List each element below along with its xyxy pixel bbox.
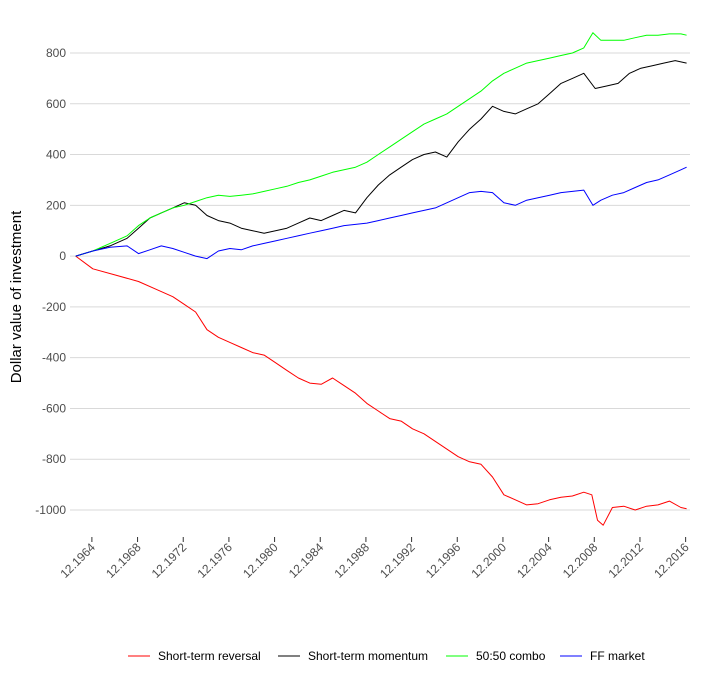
series-lines [75,32,687,526]
x-tick-label: 12.2008 [560,540,601,581]
x-tick-label: 12.1988 [331,540,372,581]
x-tick-label: 12.1976 [194,540,235,581]
y-tick-label: -400 [42,351,66,365]
x-tick-label: 12.2004 [514,540,555,581]
series-line-short-term-momentum [75,60,687,257]
legend-label: Short-term momentum [308,649,428,663]
x-tick-label: 12.2000 [468,540,509,581]
y-tick-label: 600 [46,97,66,111]
y-tick-label: 400 [46,148,66,162]
y-tick-label: 200 [46,198,66,212]
y-tick-label: -600 [42,401,66,415]
y-axis-tick-labels: 800 600 400 200 0 -200 -400 -600 -800 -1000 [35,46,66,517]
legend-label: FF market [590,649,645,663]
legend-label: 50:50 combo [476,649,546,663]
x-tick-label: 12.1984 [286,540,327,581]
y-tick-label: -1000 [35,503,66,517]
y-tick-label: 0 [59,249,66,263]
series-line-50-50-combo [75,32,687,257]
x-tick-label: 12.1968 [103,540,144,581]
x-tick-label: 12.1996 [423,540,464,581]
legend-label: Short-term reversal [158,649,261,663]
x-tick-label: 12.2012 [605,540,646,581]
y-axis-title: Dollar value of investment [8,210,25,383]
x-axis-ticks: 12.1964 12.1968 12.1972 12.1976 12.1980 12.19… [57,537,692,581]
gridlines [70,52,690,511]
x-tick-label: 12.1964 [57,540,98,581]
x-tick-label: 12.2016 [651,540,692,581]
x-tick-label: 12.1992 [377,540,418,581]
y-tick-label: 800 [46,46,66,60]
legend: Short-term reversal Short-term momentum 50… [128,649,645,663]
y-tick-label: -800 [42,452,66,466]
series-line-ff-market [75,166,687,260]
series-line-short-term-reversal [75,255,687,526]
x-tick-label: 12.1972 [149,540,190,581]
x-tick-label: 12.1980 [240,540,281,581]
y-tick-label: -200 [42,300,66,314]
